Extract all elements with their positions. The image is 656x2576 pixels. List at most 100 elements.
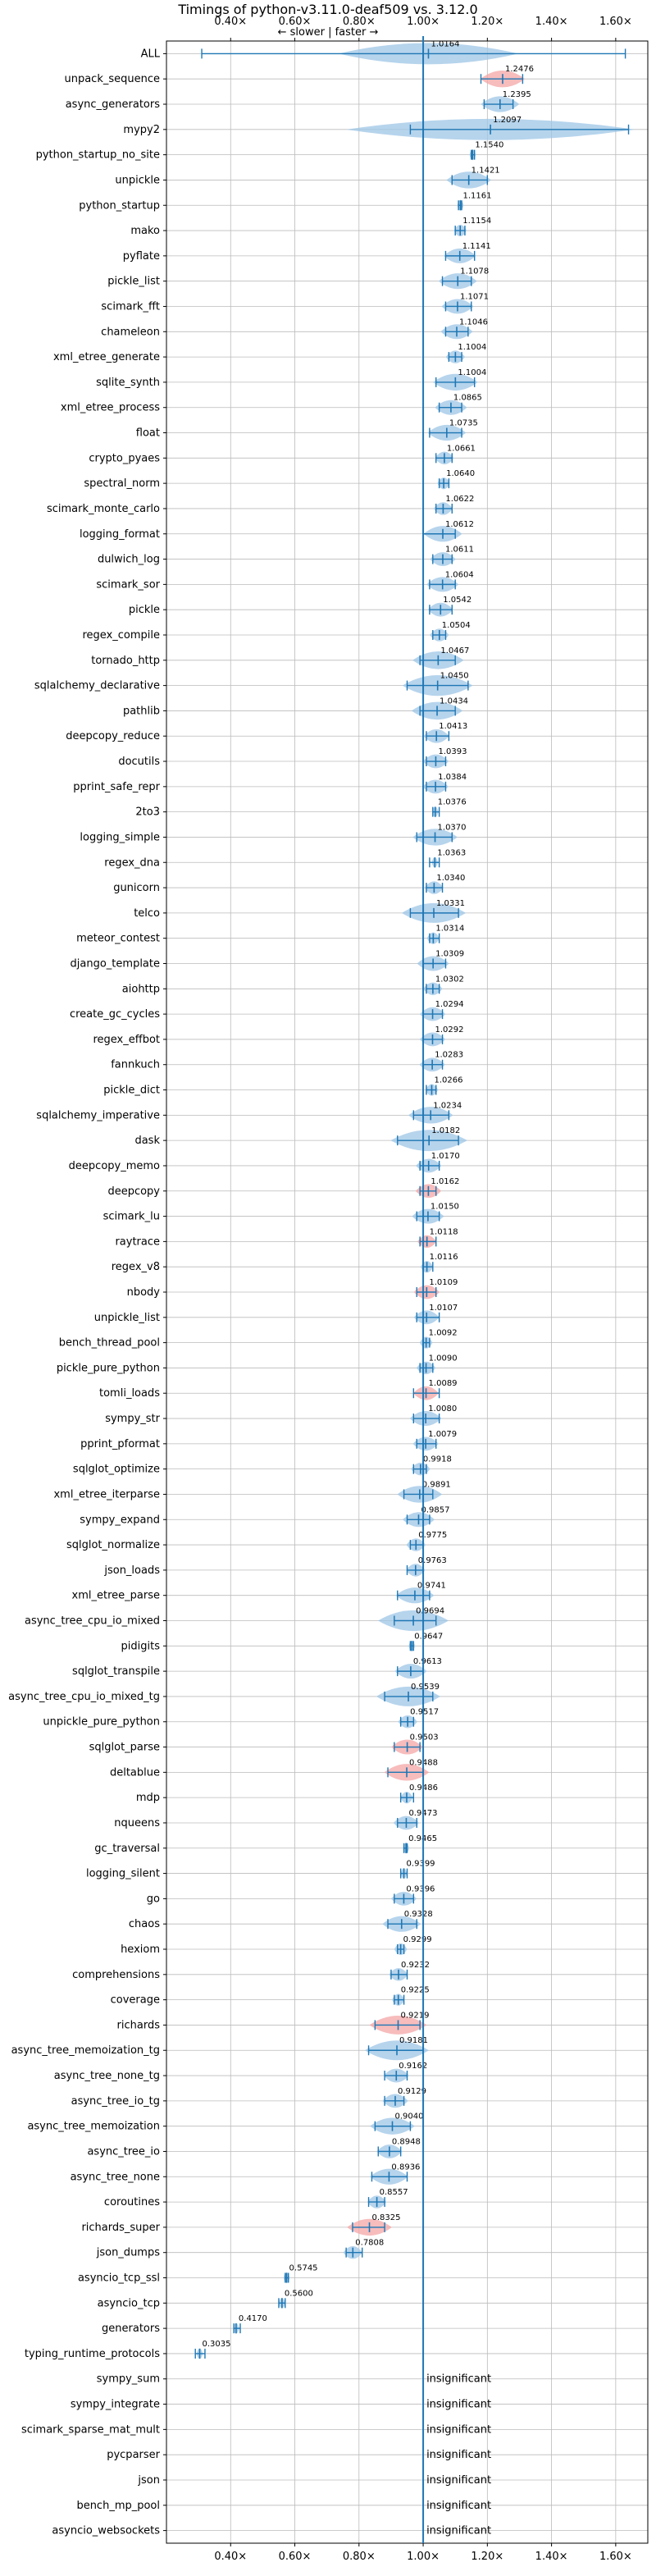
value-label: 1.2395 bbox=[503, 90, 531, 99]
benchmark-label: asyncio_websockets bbox=[52, 2525, 160, 2537]
value-label: 0.9232 bbox=[401, 1961, 430, 1970]
benchmark-label: regex_dna bbox=[104, 856, 160, 869]
value-label: 0.9040 bbox=[394, 2112, 423, 2122]
benchmark-label: deepcopy_reduce bbox=[66, 730, 160, 742]
benchmark-label: django_template bbox=[71, 957, 160, 970]
benchmark-label: chameleon bbox=[101, 326, 160, 338]
value-label: 1.0376 bbox=[438, 798, 467, 807]
value-label: 1.0109 bbox=[429, 1278, 458, 1287]
value-label: 0.9517 bbox=[410, 1708, 439, 1717]
value-label: 1.0079 bbox=[428, 1430, 457, 1439]
value-label: 1.0331 bbox=[436, 899, 465, 908]
benchmark-label: sqlglot_parse bbox=[89, 1742, 160, 1754]
x-tick-label-bottom: 1.40× bbox=[535, 2551, 568, 2563]
benchmark-label: sqlalchemy_declarative bbox=[34, 680, 160, 692]
value-label: 1.1141 bbox=[462, 242, 491, 251]
benchmark-label: deepcopy_memo bbox=[69, 1160, 160, 1172]
value-label: 0.9891 bbox=[422, 1480, 451, 1489]
value-label: 1.2476 bbox=[505, 65, 534, 74]
value-label: 0.9328 bbox=[404, 1910, 433, 1919]
value-label: 1.0080 bbox=[428, 1404, 457, 1414]
value-label: 0.9225 bbox=[401, 1986, 430, 1995]
value-label: 1.0170 bbox=[431, 1152, 460, 1161]
value-label: 0.7808 bbox=[355, 2239, 384, 2248]
x-tick-label-top: 1.60× bbox=[599, 16, 632, 28]
value-label: 1.0604 bbox=[445, 570, 474, 579]
value-label: 0.9613 bbox=[413, 1657, 442, 1666]
benchmark-label: coverage bbox=[111, 1994, 160, 2007]
benchmark-label: sympy_expand bbox=[80, 1514, 160, 1526]
value-label: 0.9539 bbox=[411, 1683, 440, 1692]
benchmark-label: 2to3 bbox=[135, 806, 160, 819]
value-label: 0.8936 bbox=[391, 2163, 420, 2172]
benchmark-label: json bbox=[137, 2474, 160, 2487]
benchmark-label: nbody bbox=[127, 1286, 161, 1299]
value-label: 1.0309 bbox=[435, 949, 464, 958]
benchmark-label: scimark_monte_carlo bbox=[47, 503, 160, 515]
value-label: 1.0107 bbox=[429, 1304, 458, 1313]
benchmark-label: regex_effbot bbox=[93, 1034, 160, 1046]
benchmark-label: bench_mp_pool bbox=[76, 2500, 160, 2512]
value-label: 1.0340 bbox=[436, 874, 465, 883]
value-label: 1.0865 bbox=[453, 394, 482, 403]
value-label: 0.8325 bbox=[372, 2213, 401, 2222]
insignificant-label: insignificant bbox=[426, 2399, 491, 2411]
x-tick-label-top: 0.40× bbox=[214, 16, 247, 28]
benchmark-label: bench_thread_pool bbox=[59, 1337, 160, 1350]
benchmark-label: async_tree_none_tg bbox=[54, 2070, 160, 2082]
benchmark-label: nqueens bbox=[114, 1817, 160, 1829]
benchmark-label: richards_super bbox=[81, 2222, 160, 2234]
benchmark-label: asyncio_tcp bbox=[98, 2297, 160, 2309]
benchmark-label: pidigits bbox=[121, 1640, 161, 1652]
x-tick-label-top: 0.80× bbox=[343, 16, 376, 28]
value-label: 1.1540 bbox=[475, 141, 503, 150]
value-label: 0.9219 bbox=[401, 2011, 430, 2020]
benchmark-label: async_tree_cpu_io_mixed_tg bbox=[8, 1691, 160, 1703]
benchmark-label: crypto_pyaes bbox=[89, 452, 160, 464]
benchmark-label: coroutines bbox=[104, 2196, 160, 2208]
value-label: 1.1161 bbox=[463, 191, 492, 200]
value-label: 1.0611 bbox=[445, 546, 474, 555]
benchmark-label: typing_runtime_protocols bbox=[25, 2348, 160, 2360]
benchmark-label: spectral_norm bbox=[84, 477, 160, 490]
benchmark-label: scimark_sor bbox=[96, 578, 160, 591]
benchmark-label: gunicorn bbox=[113, 882, 160, 894]
benchmark-label: unpickle_list bbox=[94, 1312, 160, 1324]
value-label: 0.4170 bbox=[239, 2314, 267, 2323]
benchmark-label: xml_etree_process bbox=[61, 402, 160, 414]
value-label: 1.2097 bbox=[493, 116, 522, 125]
value-label: 0.9694 bbox=[416, 1607, 444, 1616]
value-label: 1.0467 bbox=[440, 646, 469, 655]
benchmark-label: telco bbox=[134, 907, 160, 920]
value-label: 0.9129 bbox=[398, 2087, 426, 2096]
value-label: 0.9857 bbox=[421, 1505, 449, 1514]
value-label: 1.0504 bbox=[442, 621, 471, 630]
insignificant-label: insignificant bbox=[426, 2474, 491, 2487]
insignificant-label: insignificant bbox=[426, 2525, 491, 2537]
value-label: 1.0393 bbox=[438, 747, 467, 756]
value-label: 1.0116 bbox=[430, 1253, 458, 1262]
benchmark-label: unpickle_pure_python bbox=[43, 1716, 160, 1729]
x-tick-label-bottom: 0.60× bbox=[279, 2551, 312, 2563]
benchmark-label: scimark_fft bbox=[101, 300, 160, 313]
value-label: 0.9162 bbox=[399, 2062, 427, 2071]
benchmark-label: logging_silent bbox=[86, 1868, 160, 1880]
value-label: 1.0090 bbox=[429, 1354, 458, 1363]
value-label: 1.0363 bbox=[437, 848, 466, 857]
value-label: 0.9763 bbox=[418, 1556, 447, 1565]
benchmark-label: pathlib bbox=[123, 705, 160, 717]
value-label: 0.9399 bbox=[407, 1860, 435, 1869]
benchmark-label: regex_compile bbox=[82, 629, 160, 642]
value-label: 1.0283 bbox=[435, 1051, 463, 1060]
value-label: 1.0612 bbox=[445, 520, 474, 529]
benchmark-label: xml_etree_iterparse bbox=[53, 1488, 160, 1500]
benchmark-label: unpickle bbox=[115, 174, 160, 186]
direction-label: ← slower | faster → bbox=[277, 26, 379, 39]
benchmark-label: pickle_pure_python bbox=[57, 1362, 160, 1374]
x-tick-label-top: 1.00× bbox=[407, 16, 440, 28]
value-label: 1.1046 bbox=[459, 317, 488, 327]
value-label: 0.9299 bbox=[403, 1935, 432, 1944]
insignificant-label: insignificant bbox=[426, 2423, 491, 2436]
benchmark-label: sqlalchemy_imperative bbox=[36, 1109, 160, 1121]
